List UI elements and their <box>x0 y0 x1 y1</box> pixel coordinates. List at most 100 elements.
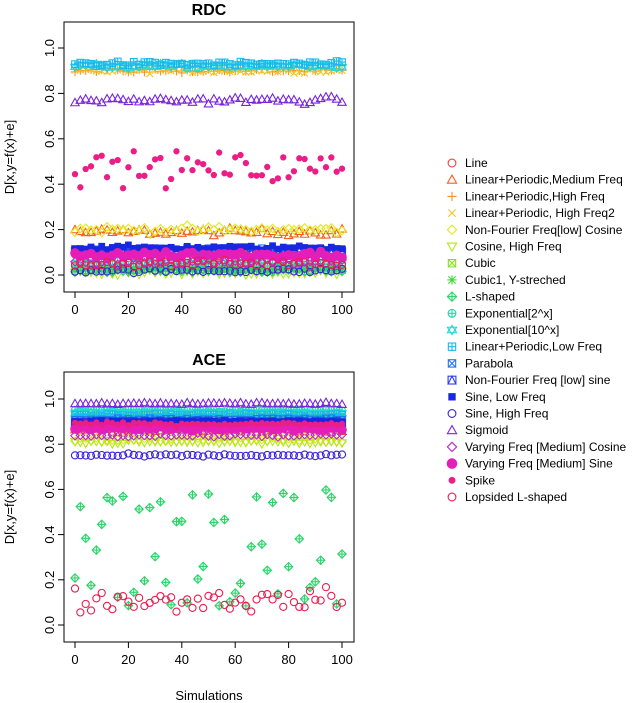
legend-marker <box>446 424 458 435</box>
data-point <box>155 397 166 407</box>
data-point <box>328 154 335 161</box>
data-point <box>165 95 177 105</box>
data-point <box>322 246 330 253</box>
data-point <box>294 224 305 235</box>
data-point <box>290 168 298 175</box>
data-point <box>130 419 137 427</box>
data-point <box>310 576 321 587</box>
data-point <box>338 245 346 253</box>
data-point <box>80 93 91 103</box>
data-point <box>256 94 268 104</box>
data-point <box>103 418 111 425</box>
data-point <box>216 149 223 156</box>
legend-entry: L-shaped <box>446 290 515 304</box>
data-point <box>224 94 236 104</box>
data-point <box>251 224 262 235</box>
data-point <box>210 243 218 251</box>
data-point <box>246 541 257 552</box>
data-point <box>316 596 325 605</box>
data-point <box>301 244 308 251</box>
data-point <box>119 419 127 426</box>
data-point <box>113 592 122 601</box>
data-point <box>215 452 224 461</box>
legend-entry: Spike <box>448 473 495 487</box>
data-point <box>268 451 277 460</box>
data-point <box>128 430 139 441</box>
legend-marker <box>447 275 457 285</box>
data-point <box>125 422 132 429</box>
data-point <box>134 261 144 270</box>
data-point <box>283 397 294 407</box>
x-tick-label: 100 <box>331 302 353 317</box>
legend-marker <box>447 409 457 418</box>
series-l-shaped <box>70 484 347 611</box>
data-point <box>166 224 177 235</box>
legend-label: Sine, Low Freq <box>465 390 546 404</box>
data-point <box>109 158 116 165</box>
data-point <box>262 565 273 576</box>
legend-label: Non-Fourier Freq [low] sine <box>465 373 611 387</box>
data-point <box>101 93 113 103</box>
data-point <box>267 398 278 408</box>
legend-entry: Cubic <box>447 256 496 270</box>
data-point <box>295 417 303 425</box>
data-point <box>235 397 246 407</box>
data-point <box>150 595 160 605</box>
data-point <box>139 575 150 586</box>
data-point <box>310 398 321 408</box>
data-point <box>279 602 288 611</box>
data-point <box>338 58 346 67</box>
data-point <box>284 265 293 274</box>
data-point <box>258 420 266 427</box>
data-point <box>209 451 218 460</box>
data-point <box>124 597 133 606</box>
data-point <box>113 262 122 271</box>
data-point <box>251 94 262 104</box>
legend-label: Varying Freq [Medium] Cosine <box>465 440 627 454</box>
data-point <box>192 574 203 584</box>
data-point <box>166 593 176 602</box>
data-point <box>280 154 287 161</box>
data-point <box>241 601 250 610</box>
series-sigmoid <box>69 397 348 409</box>
data-point <box>123 398 134 408</box>
data-point <box>70 267 80 276</box>
data-point <box>129 268 138 278</box>
data-point <box>240 600 251 611</box>
legend-entry: Linear+Periodic,Low Freq <box>447 340 602 354</box>
data-point <box>97 588 106 598</box>
y-tick-label: 0.2 <box>42 221 57 239</box>
data-point <box>209 593 218 602</box>
data-point <box>210 68 218 77</box>
data-point <box>156 451 165 460</box>
data-point <box>240 398 252 408</box>
data-point <box>157 244 164 252</box>
legend-entry: Sine, Low Freq <box>448 390 546 404</box>
data-point <box>86 451 96 460</box>
y-tick-label: 1.0 <box>42 390 57 408</box>
data-point <box>337 260 347 269</box>
y-axis-label: D[x,y=f(x)+e] <box>2 470 17 544</box>
data-point <box>114 417 122 425</box>
data-point <box>151 156 159 163</box>
data-point <box>165 438 177 448</box>
data-point <box>109 244 116 251</box>
data-point <box>203 222 214 233</box>
y-tick-label: 0.0 <box>42 266 57 284</box>
data-point <box>253 172 260 179</box>
plot-frame <box>63 21 355 293</box>
data-point <box>283 94 294 104</box>
data-point <box>145 598 154 608</box>
data-point <box>181 438 193 448</box>
data-point <box>247 68 255 76</box>
data-point <box>273 265 283 274</box>
legend-marker <box>447 374 457 385</box>
legend-label: Cosine, High Freq <box>465 240 562 254</box>
data-point <box>205 167 212 174</box>
data-point <box>326 91 337 101</box>
data-point <box>253 421 260 428</box>
data-point <box>311 244 319 252</box>
data-point <box>69 398 81 408</box>
data-point <box>125 164 132 171</box>
data-point <box>178 420 185 427</box>
